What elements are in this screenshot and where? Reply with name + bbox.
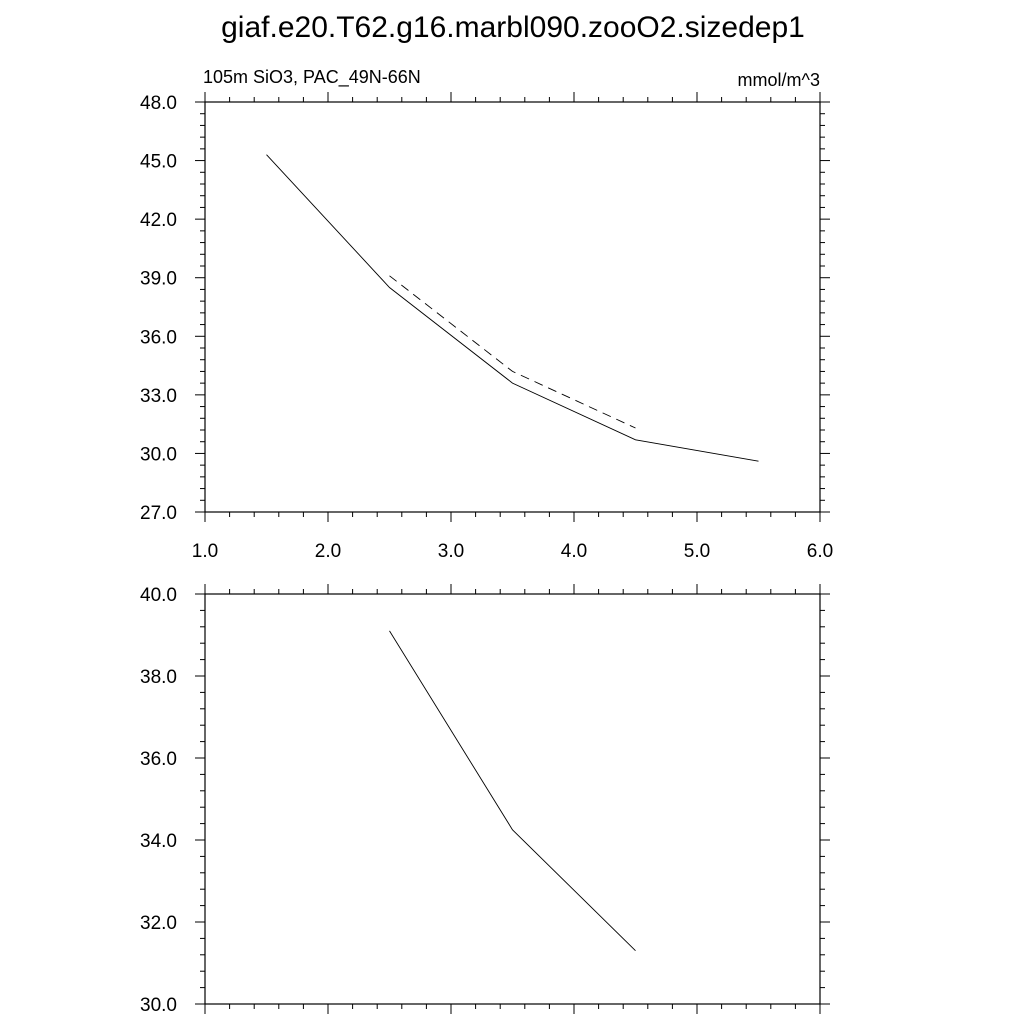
top-x-tick-label: 2.0 — [315, 541, 341, 562]
top-x-tick-label: 1.0 — [192, 541, 218, 562]
top-panel-subtitle-left: 105m SiO3, PAC_49N-66N — [203, 67, 421, 88]
top-y-tick-label: 30.0 — [140, 444, 177, 465]
top-panel-ticks: 1.0 2.0 3.0 4.0 5.0 6.0 27.0 30.0 33.0 36.0 39.0 42… — [140, 92, 833, 562]
top-series-line-1 — [266, 154, 759, 462]
bottom-panel-series — [389, 630, 636, 952]
top-plot-frame — [204, 101, 821, 513]
bottom-y-tick-label: 32.0 — [140, 913, 177, 934]
top-y-tick-label: 33.0 — [140, 386, 177, 407]
bottom-y-tick-label: 30.0 — [140, 995, 177, 1016]
bottom-plot-frame — [204, 593, 821, 1005]
bottom-y-tick-label: 34.0 — [140, 831, 177, 852]
top-x-tick-label: 3.0 — [438, 541, 464, 562]
bottom-panel-ticks: 30.0 32.0 34.0 36.0 38.0 40.0 — [140, 584, 830, 1016]
bottom-y-tick-label: 40.0 — [140, 585, 177, 606]
top-panel: 105m SiO3, PAC_49N-66N mmol/m^3 1.0 2.0 3.… — [140, 67, 833, 562]
bottom-series-line-1 — [389, 630, 636, 952]
top-y-tick-label: 48.0 — [140, 93, 177, 114]
bottom-panel: 30.0 32.0 34.0 36.0 38.0 40.0 — [140, 584, 830, 1016]
top-y-tick-label: 36.0 — [140, 327, 177, 348]
top-y-tick-label: 45.0 — [140, 152, 177, 173]
chart-title: giaf.e20.T62.g16.marbl090.zooO2.sizedep1 — [221, 11, 805, 44]
top-y-tick-label: 39.0 — [140, 269, 177, 290]
top-y-tick-label: 42.0 — [140, 210, 177, 231]
bottom-y-tick-label: 36.0 — [140, 749, 177, 770]
top-panel-series — [266, 154, 759, 462]
top-x-tick-label: 5.0 — [684, 541, 710, 562]
top-x-tick-label: 4.0 — [561, 541, 587, 562]
bottom-y-tick-label: 38.0 — [140, 667, 177, 688]
top-x-tick-label: 6.0 — [807, 541, 833, 562]
top-panel-subtitle-right: mmol/m^3 — [738, 70, 820, 90]
top-series-line-2 — [389, 275, 636, 429]
top-y-tick-label: 27.0 — [140, 503, 177, 524]
